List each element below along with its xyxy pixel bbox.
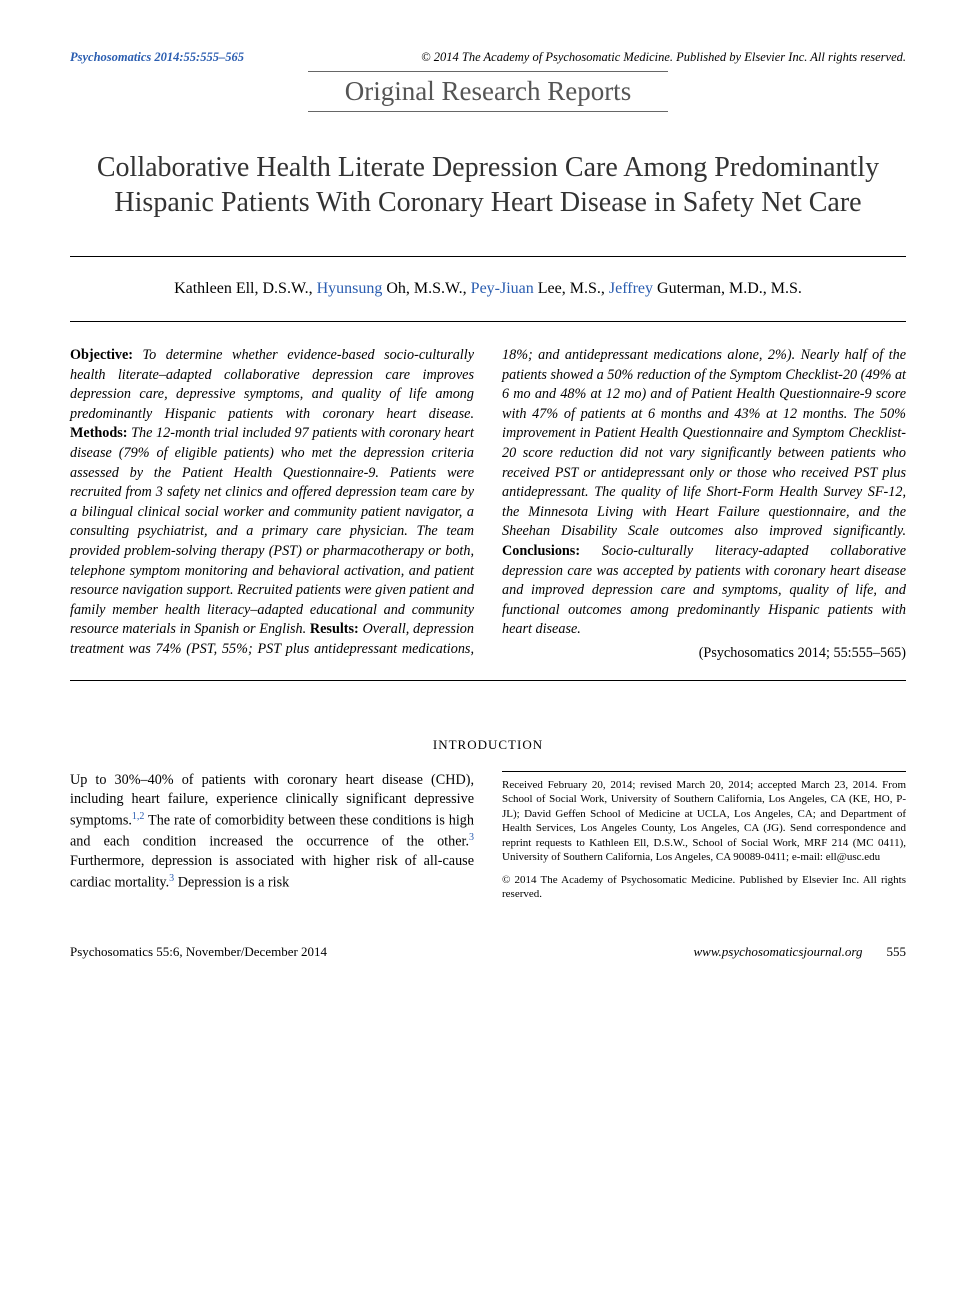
abstract-label-methods: Methods: (70, 425, 128, 441)
author-4-rest: Guterman, M.D., M.S. (657, 280, 802, 297)
author-2-rest: Oh, M.S.W., (386, 280, 470, 297)
rule-top (70, 256, 906, 257)
author-list: Kathleen Ell, D.S.W., Hyunsung Oh, M.S.W… (70, 277, 906, 301)
introduction-heading: INTRODUCTION (70, 737, 906, 753)
author-2-link[interactable]: Hyunsung (317, 280, 387, 297)
received-block: Received February 20, 2014; revised Marc… (502, 771, 906, 902)
ref-link-1-2[interactable]: 1,2 (132, 811, 145, 822)
intro-paragraph: Up to 30%–40% of patients with coronary … (70, 771, 474, 902)
abstract: Objective: To determine whether evidence… (70, 346, 906, 664)
page-footer: Psychosomatics 55:6, November/December 2… (70, 944, 906, 960)
author-3-rest: Lee, M.S., (538, 280, 609, 297)
footer-url[interactable]: www.psychosomaticsjournal.org (693, 944, 862, 959)
header-line: Psychosomatics 2014:55:555–565 © 2014 Th… (70, 50, 906, 65)
section-banner: Original Research Reports (308, 71, 668, 112)
author-3-link[interactable]: Pey-Jiuan (471, 280, 538, 297)
journal-citation: Psychosomatics 2014:55:555–565 (70, 50, 244, 65)
abstract-label-results: Results: (310, 621, 359, 637)
author-4-link[interactable]: Jeffrey (609, 280, 657, 297)
footer-right: www.psychosomaticsjournal.org 555 (693, 944, 906, 960)
header-copyright: © 2014 The Academy of Psychosomatic Medi… (421, 50, 906, 65)
footer-left: Psychosomatics 55:6, November/December 2… (70, 944, 327, 960)
abstract-label-objective: Objective: (70, 347, 133, 363)
ref-link-3a[interactable]: 3 (469, 832, 474, 843)
received-text: Received February 20, 2014; revised Marc… (502, 778, 906, 865)
body-columns: Up to 30%–40% of patients with coronary … (70, 771, 906, 902)
page-number: 555 (887, 944, 907, 959)
author-1: Kathleen Ell, D.S.W., (174, 280, 317, 297)
abstract-label-conclusions: Conclusions: (502, 543, 580, 559)
abstract-methods: The 12-month trial included 97 patients … (70, 425, 474, 637)
received-copyright: © 2014 The Academy of Psychosomatic Medi… (502, 873, 906, 902)
article-title: Collaborative Health Literate Depression… (80, 150, 896, 220)
rule-bottom (70, 321, 906, 322)
intro-text-4: Depression is a risk (174, 875, 289, 891)
rule-after-abstract (70, 680, 906, 681)
abstract-citation: (Psychosomatics 2014; 55:555–565) (502, 644, 906, 664)
